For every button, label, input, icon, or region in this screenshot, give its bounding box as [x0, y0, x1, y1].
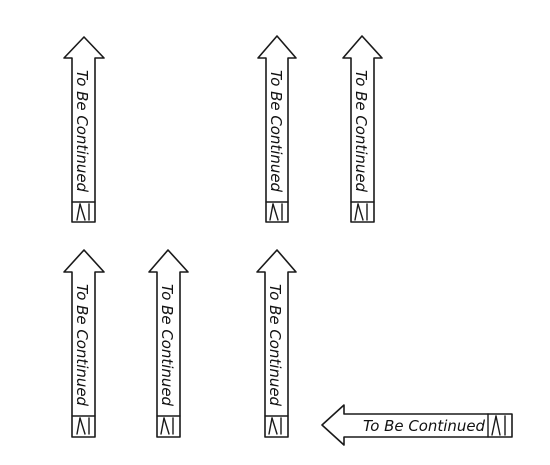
up-arrow-2: To Be Continued: [257, 35, 297, 223]
left-arrow: To Be Continued: [321, 404, 513, 446]
up-arrow-1: To Be Continued: [63, 36, 105, 223]
up-arrow-3: To Be Continued: [342, 35, 383, 223]
up-arrow-5: To Be Continued: [148, 249, 189, 438]
arrow-label: To Be Continued: [266, 284, 284, 406]
arrow-label: To Be Continued: [267, 70, 285, 192]
arrow-label: To Be Continued: [158, 284, 176, 406]
arrow-label: To Be Continued: [73, 284, 91, 406]
arrow-label: To Be Continued: [363, 417, 485, 435]
arrow-label: To Be Continued: [352, 70, 370, 192]
arrow-label: To Be Continued: [73, 70, 91, 192]
up-arrow-4: To Be Continued: [63, 249, 105, 438]
up-arrow-6: To Be Continued: [256, 249, 297, 438]
